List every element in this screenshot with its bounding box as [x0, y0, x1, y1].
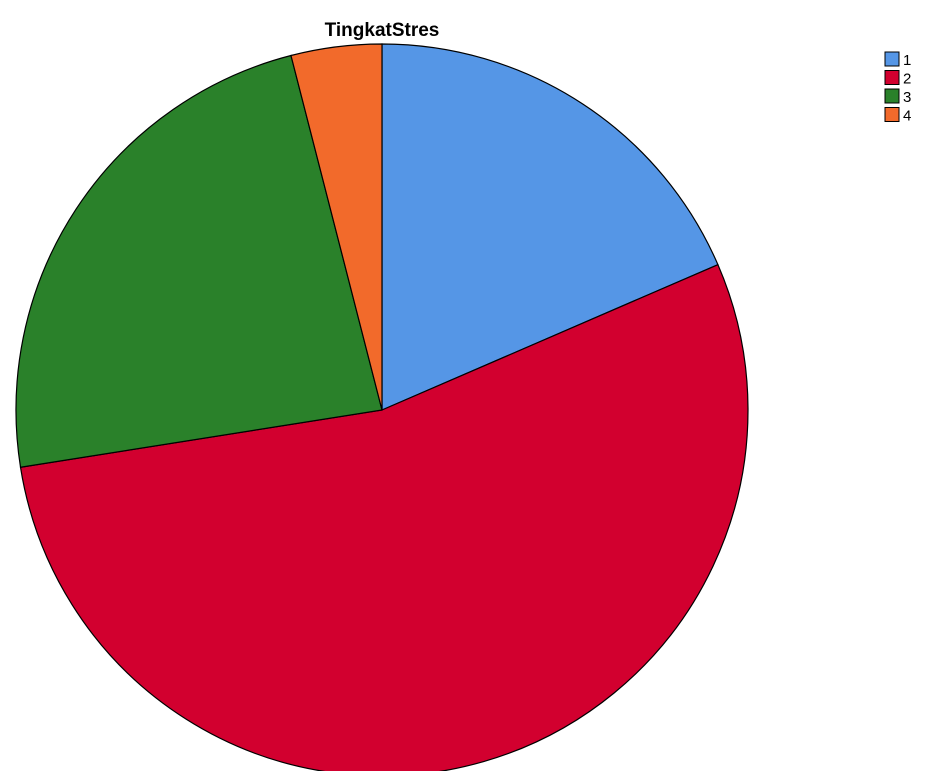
- legend-label-3: 3: [903, 89, 911, 106]
- legend-swatch-3: [884, 88, 900, 104]
- legend-swatch-4: [884, 107, 900, 122]
- legend-swatch-1: [884, 51, 900, 67]
- pie-slice-4: [290, 43, 383, 411]
- legend: 1 23 4: [884, 51, 911, 125]
- legend-swatch-2: [884, 70, 900, 85]
- pie-slice-2: [19, 263, 749, 771]
- chart-title: TingkatStres: [325, 20, 440, 41]
- pie-slice-1: [381, 43, 719, 411]
- legend-label-4: 4: [903, 108, 911, 125]
- legend-label-2: 2: [903, 71, 911, 88]
- pie-slices: [15, 43, 749, 771]
- pie-slice-3: [15, 54, 383, 468]
- legend-label-1: 1: [903, 52, 911, 69]
